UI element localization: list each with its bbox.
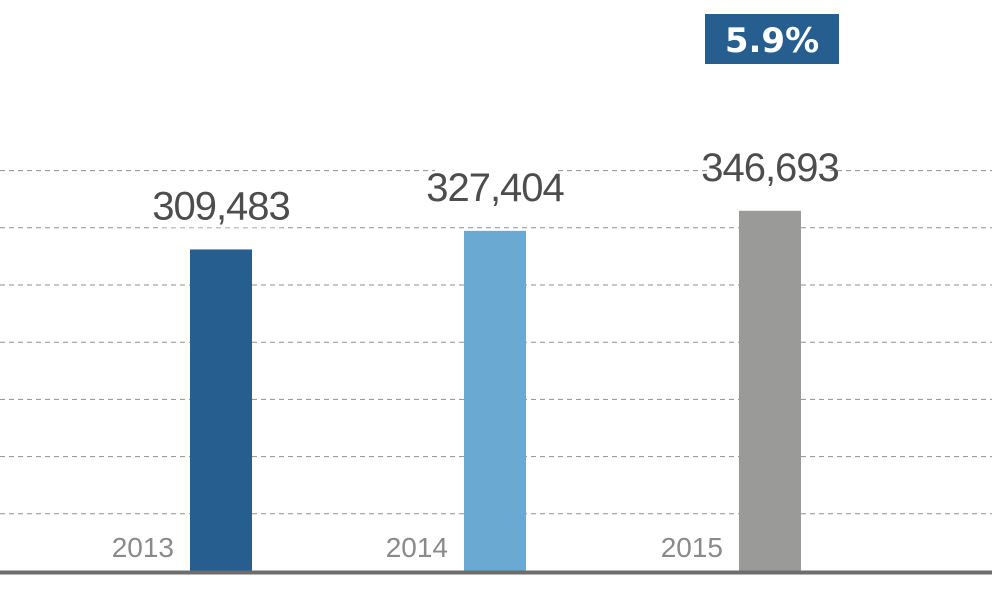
category-label-2014: 2014 <box>386 532 448 563</box>
bars <box>190 210 801 571</box>
bar-2013 <box>190 249 252 571</box>
value-label-2013: 309,483 <box>152 184 290 228</box>
value-label-background <box>710 148 830 189</box>
value-label-2015: 346,693 <box>701 146 839 190</box>
value-label-background <box>161 187 281 228</box>
bar-2014 <box>464 230 526 571</box>
value-label-background <box>435 168 555 209</box>
growth-badge-text: 5.9% <box>725 21 819 61</box>
growth-badge <box>705 14 839 64</box>
value-label-2014: 327,404 <box>426 166 564 210</box>
category-label-2015: 2015 <box>661 532 723 563</box>
growth-badge-group: 5.9% <box>705 14 839 64</box>
bar-2015 <box>739 210 801 571</box>
labels: 309,483 2013 327,404 2014 346,693 2015 <box>112 146 840 563</box>
category-label-2013: 2013 <box>112 532 174 563</box>
